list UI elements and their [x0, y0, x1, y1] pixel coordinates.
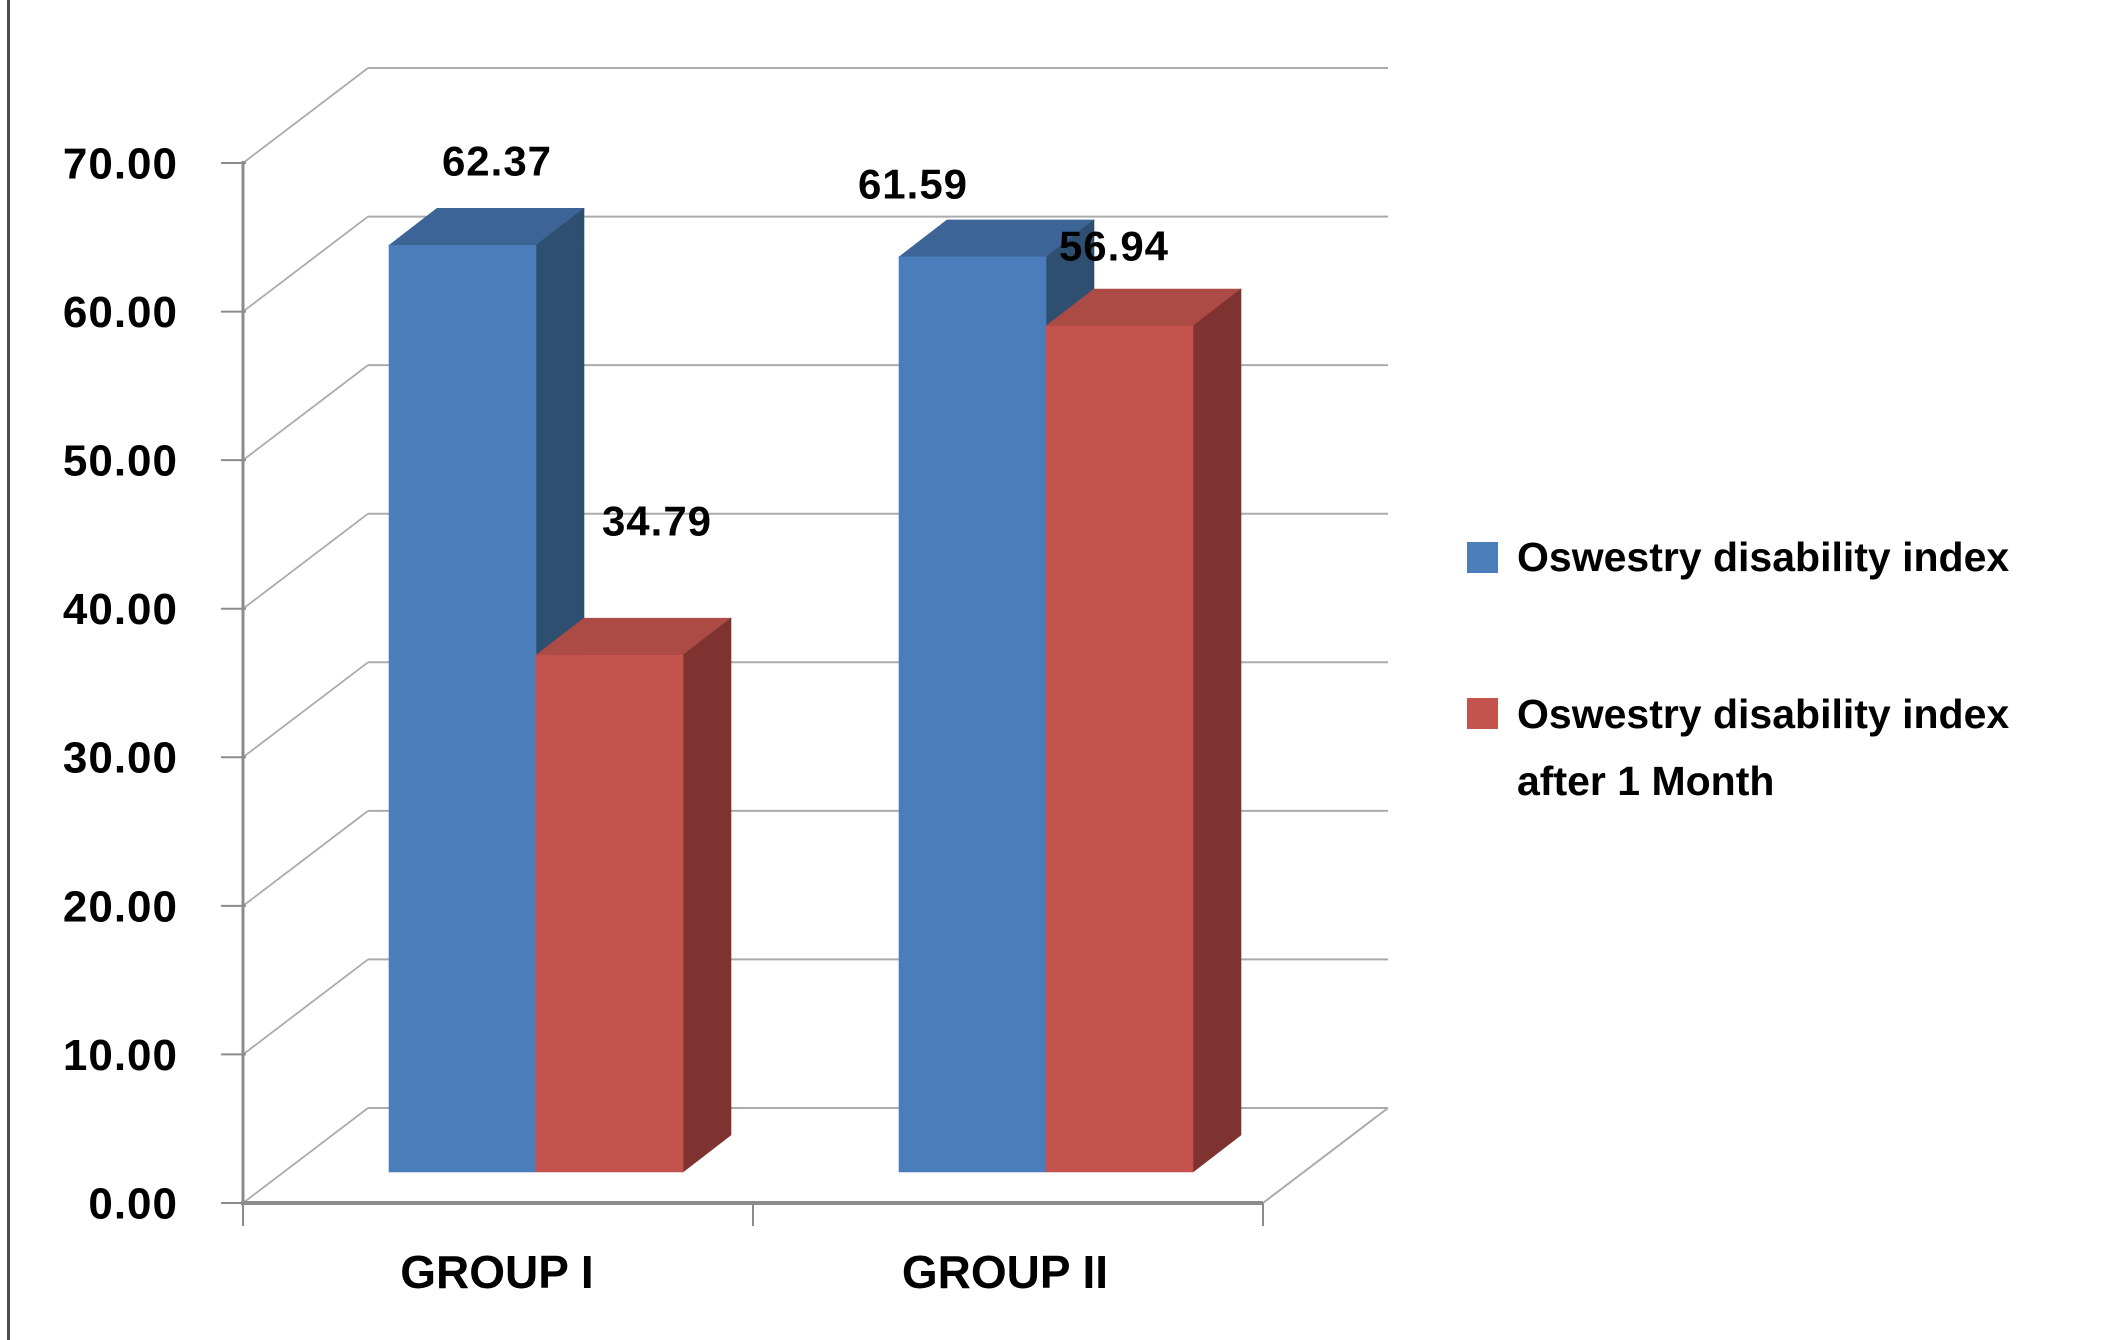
- bar-front-face: [535, 654, 684, 1173]
- gridline-depth-diagonal: [242, 67, 369, 164]
- y-tick-label: 20.00: [63, 882, 178, 931]
- floor-right-edge: [1262, 1107, 1389, 1204]
- bar-side-face: [682, 617, 732, 1173]
- category-label: GROUP II: [902, 1246, 1108, 1298]
- data-label: 62.37: [442, 138, 552, 185]
- gridline-depth-diagonal: [242, 512, 369, 610]
- data-label: 34.79: [602, 498, 712, 545]
- y-tick-label: 10.00: [63, 1031, 178, 1080]
- category-label: GROUP I: [400, 1246, 593, 1298]
- bar-side-face: [1192, 288, 1242, 1173]
- gridline-depth-diagonal: [242, 958, 369, 1056]
- data-label: 56.94: [1059, 223, 1169, 270]
- y-tick-label: 60.00: [63, 288, 178, 337]
- gridline-depth-diagonal: [242, 1107, 369, 1204]
- bar-front-face: [388, 245, 537, 1173]
- data-label: 61.59: [858, 161, 968, 208]
- y-tick-label: 70.00: [63, 139, 178, 188]
- y-tick-label: 50.00: [63, 437, 178, 486]
- y-tick-label: 30.00: [63, 734, 178, 783]
- bar-front-face: [898, 256, 1047, 1173]
- y-tick-label: 40.00: [63, 585, 178, 634]
- gridline-depth-diagonal: [242, 661, 369, 759]
- gridline-depth-diagonal: [242, 364, 369, 461]
- page-left-border: [7, 0, 10, 1340]
- gridline-depth-diagonal: [242, 215, 369, 313]
- y-tick-label: 0.00: [88, 1179, 178, 1228]
- bar-front-face: [1045, 325, 1194, 1173]
- gridline-depth-diagonal: [242, 810, 369, 907]
